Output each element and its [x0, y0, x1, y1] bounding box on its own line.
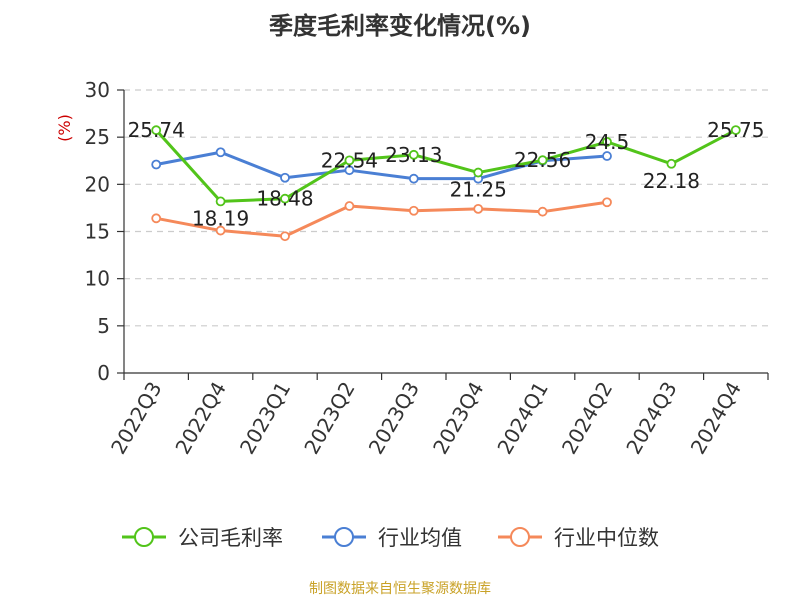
y-tick-label: 5 [97, 314, 110, 338]
grid-lines [124, 89, 768, 327]
x-tick-label: 2023Q3 [364, 378, 424, 459]
data-label: 22.54 [321, 148, 378, 172]
source-note: 制图数据来自恒生聚源数据库 [309, 581, 491, 597]
series-line [155, 128, 737, 203]
legend-item: 行业均值 [322, 526, 462, 550]
data-point [730, 125, 741, 135]
data-label: 18.19 [192, 206, 249, 230]
data-point [408, 205, 419, 216]
data-label: 21.25 [450, 178, 507, 202]
legend-item: 行业中位数 [498, 526, 659, 550]
data-point [215, 147, 226, 158]
x-tick-label: 2024Q2 [557, 378, 617, 459]
data-point [408, 173, 419, 184]
x-tick-label: 2023Q4 [428, 378, 488, 459]
x-tick-label: 2024Q3 [621, 378, 681, 459]
legend-item: 公司毛利率 [122, 526, 283, 550]
data-point [537, 206, 548, 217]
legend-marker [134, 527, 154, 547]
y-tick-label: 10 [85, 267, 110, 291]
x-tick-label: 2024Q1 [492, 378, 552, 459]
x-tick-label: 2022Q4 [170, 378, 230, 459]
data-point [151, 213, 162, 224]
data-point [151, 159, 162, 170]
data-label: 23.13 [385, 143, 442, 167]
data-point [151, 125, 162, 136]
legend-label: 行业均值 [378, 526, 462, 550]
data-point [537, 155, 548, 166]
data-labels: 25.74 18.19 18.48 22.54 23.13 21.25 22.56 24.5 2… [128, 118, 765, 230]
data-point [408, 149, 419, 160]
data-point [473, 203, 484, 214]
data-label: 22.56 [514, 148, 571, 172]
x-tick-label: 2024Q4 [686, 378, 746, 459]
y-tick-label: 15 [85, 220, 110, 244]
data-label: 24.5 [585, 130, 630, 154]
y-tick-label: 20 [85, 172, 110, 196]
x-tick-label: 2022Q3 [106, 378, 166, 459]
data-point [215, 196, 226, 207]
legend-label: 公司毛利率 [178, 526, 283, 550]
legend: 公司毛利率 行业均值 行业中位数 [122, 526, 659, 550]
data-label: 18.48 [256, 187, 313, 211]
data-point [280, 193, 290, 204]
series-line [155, 200, 608, 238]
data-point [666, 158, 677, 169]
data-label: 25.74 [128, 118, 185, 142]
x-tick-label: 2023Q1 [235, 378, 295, 459]
chart-title: 季度毛利率变化情况(%) [269, 12, 531, 40]
y-tick-label: 30 [85, 78, 110, 102]
legend-label: 行业中位数 [554, 526, 659, 550]
legend-marker [334, 527, 354, 547]
data-point [344, 155, 355, 166]
data-label: 22.18 [643, 169, 700, 193]
legend-marker [510, 527, 530, 547]
y-tick-label: 0 [97, 361, 110, 385]
data-label: 25.75 [707, 118, 764, 142]
y-axis-title: (%) [55, 114, 74, 142]
x-tick-label: 2023Q2 [299, 378, 359, 459]
y-tick-label: 25 [85, 125, 110, 149]
data-point [280, 172, 290, 183]
data-point [215, 225, 226, 236]
data-point [344, 165, 355, 176]
data-point [602, 151, 612, 161]
data-point [280, 231, 290, 242]
data-point [602, 136, 612, 147]
data-point [344, 201, 355, 211]
series-lines [151, 125, 741, 242]
data-point [602, 197, 612, 208]
data-point [473, 167, 484, 178]
